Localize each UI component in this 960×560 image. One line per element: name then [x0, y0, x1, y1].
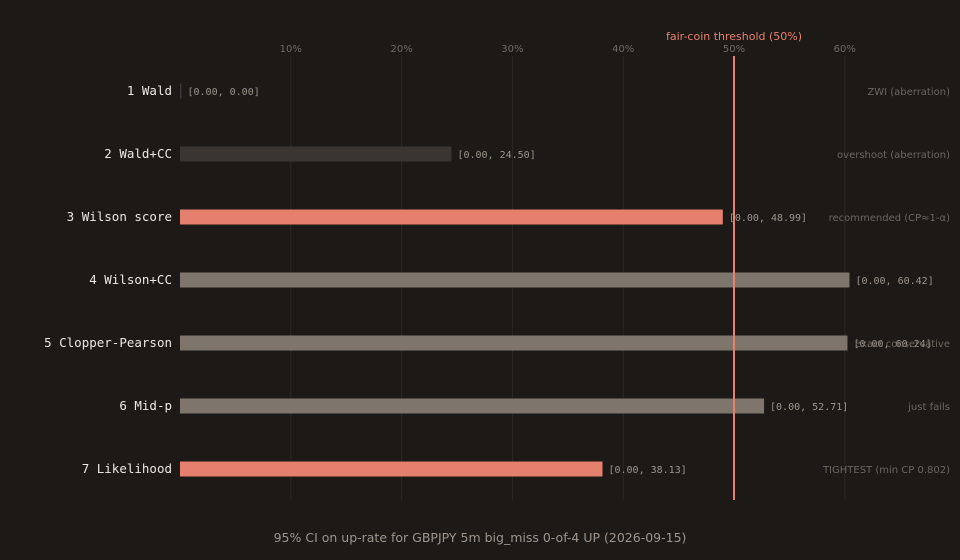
- row-note: just fails: [907, 402, 950, 413]
- ci-bar: [180, 461, 603, 477]
- category-label: 3 Wilson score: [67, 209, 172, 224]
- threshold-label: fair-coin threshold (50%): [666, 30, 802, 43]
- x-tick-label: 30%: [501, 44, 523, 55]
- ci-bar: [180, 272, 850, 288]
- row-note: ZWI (aberration): [867, 87, 950, 98]
- ci-bar: [180, 146, 452, 162]
- row-note: exact conservative: [855, 339, 950, 350]
- category-label: 7 Likelihood: [82, 461, 172, 476]
- interval-label: [0.00, 60.42]: [855, 276, 933, 287]
- threshold-layer: fair-coin threshold (50%): [666, 30, 802, 500]
- interval-label: [0.00, 24.50]: [457, 150, 535, 161]
- ci-bar: [180, 209, 723, 225]
- grid-layer: 10% 20% 30% 40% 50% 60%: [280, 44, 856, 500]
- x-tick-label: 10%: [280, 44, 302, 55]
- bars-layer: [180, 83, 850, 477]
- x-tick-label: 40%: [612, 44, 634, 55]
- interval-label: [0.00, 0.00]: [188, 87, 260, 98]
- ci-bar: [180, 335, 848, 351]
- chart-title: 95% CI on up-rate for GBPJPY 5m big_miss…: [274, 530, 687, 545]
- ci-bar: [180, 398, 765, 414]
- row-note: recommended (CP≈1-α): [829, 213, 951, 224]
- interval-label: [0.00, 38.13]: [608, 465, 686, 476]
- x-tick-label: 20%: [390, 44, 412, 55]
- category-label: 2 Wald+CC: [104, 146, 172, 161]
- category-label: 4 Wilson+CC: [89, 272, 172, 287]
- interval-label: [0.00, 52.71]: [770, 402, 848, 413]
- category-label: 5 Clopper-Pearson: [44, 335, 172, 350]
- category-label: 1 Wald: [127, 83, 172, 98]
- row-note: TIGHTEST (min CP 0.802): [822, 465, 950, 476]
- x-tick-label: 60%: [834, 44, 856, 55]
- labels-layer: 1 Wald [0.00, 0.00] ZWI (aberration) 2 Wald…: [44, 83, 950, 476]
- category-label: 6 Mid-p: [119, 398, 172, 413]
- row-note: overshoot (aberration): [837, 150, 950, 161]
- interval-label: [0.00, 48.99]: [729, 213, 807, 224]
- x-tick-label: 50%: [723, 44, 745, 55]
- ci-bar: [180, 83, 182, 99]
- interval-label: [0.00, 60.24]: [853, 339, 931, 350]
